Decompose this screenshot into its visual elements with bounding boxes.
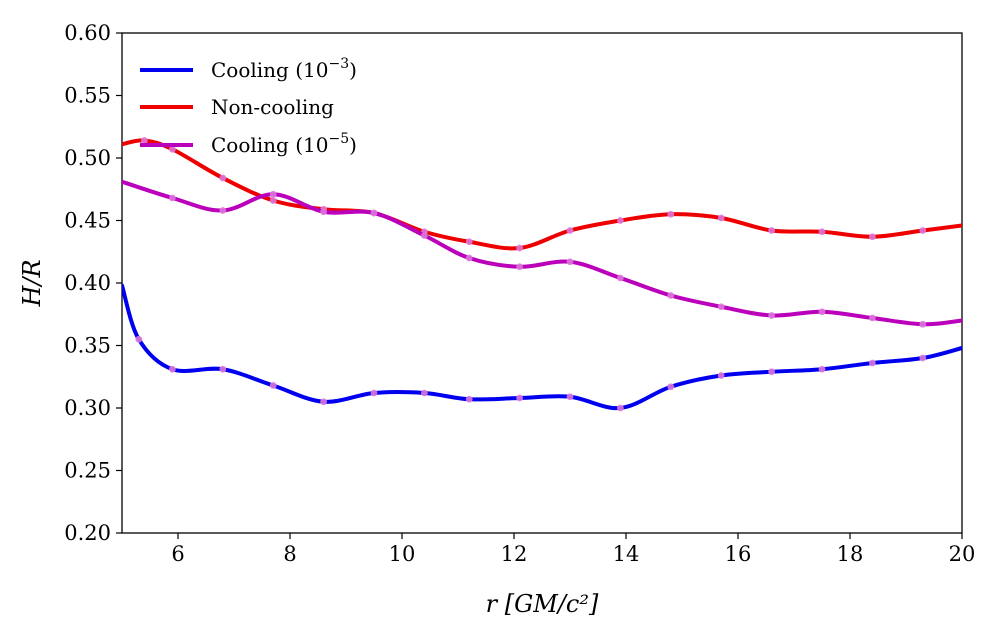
data-point bbox=[818, 228, 826, 236]
data-point bbox=[219, 174, 227, 182]
data-point bbox=[370, 389, 378, 397]
data-point bbox=[768, 227, 775, 234]
data-point bbox=[465, 254, 473, 262]
data-point bbox=[219, 365, 227, 373]
y-axis-label: H/R bbox=[18, 259, 46, 307]
plot-area bbox=[121, 32, 963, 534]
data-point bbox=[370, 209, 378, 217]
data-point bbox=[617, 274, 624, 282]
y-tick-label: 0.45 bbox=[64, 209, 111, 233]
data-point bbox=[768, 312, 775, 319]
data-point bbox=[717, 214, 725, 222]
y-tick-label: 0.25 bbox=[64, 459, 111, 483]
data-point bbox=[717, 303, 725, 311]
data-point bbox=[320, 208, 327, 216]
data-point bbox=[818, 308, 826, 316]
y-tick-label: 0.55 bbox=[64, 84, 111, 108]
series-line bbox=[122, 179, 962, 327]
data-point bbox=[421, 232, 428, 239]
data-point bbox=[516, 244, 523, 252]
data-point bbox=[320, 398, 327, 406]
data-point bbox=[919, 320, 927, 328]
data-point bbox=[516, 263, 523, 271]
x-tick-label: 18 bbox=[837, 542, 864, 566]
data-point bbox=[269, 382, 277, 389]
x-tick-label: 10 bbox=[389, 542, 416, 566]
data-point bbox=[169, 194, 176, 202]
series-line bbox=[122, 283, 962, 411]
data-point bbox=[919, 354, 927, 362]
legend: Cooling (10−3) Non-cooling Cooling (10−5) bbox=[140, 56, 357, 157]
legend-item: Cooling (10−5) bbox=[140, 131, 357, 157]
legend-label: Non-cooling bbox=[211, 95, 334, 119]
legend-label: Cooling (10−3) bbox=[211, 56, 357, 82]
data-point bbox=[169, 365, 176, 373]
data-point bbox=[869, 314, 876, 322]
x-tick-label: 14 bbox=[613, 542, 640, 566]
data-point bbox=[717, 372, 725, 379]
y-tick-label: 0.40 bbox=[64, 271, 111, 295]
data-point bbox=[869, 233, 876, 241]
y-tick-label: 0.60 bbox=[64, 21, 111, 45]
y-axis: 0.20 0.25 0.30 0.35 0.40 0.45 0.50 0.55 0.60 bbox=[64, 21, 122, 545]
x-tick-label: 6 bbox=[171, 542, 184, 566]
data-point bbox=[516, 394, 523, 402]
y-tick-label: 0.30 bbox=[64, 396, 111, 420]
x-axis: 6 8 10 12 14 16 18 20 bbox=[171, 533, 975, 566]
data-point bbox=[667, 292, 675, 299]
data-point bbox=[219, 207, 227, 214]
data-point bbox=[818, 365, 826, 373]
data-point bbox=[667, 210, 675, 218]
data-point bbox=[465, 395, 473, 403]
x-tick-label: 20 bbox=[949, 542, 976, 566]
data-point bbox=[421, 389, 428, 397]
x-axis-label: r [GM/c²] bbox=[486, 590, 599, 618]
legend-item: Cooling (10−3) bbox=[140, 56, 357, 82]
series-layer bbox=[122, 137, 962, 412]
data-point bbox=[617, 404, 624, 412]
data-point bbox=[269, 197, 277, 204]
data-point bbox=[566, 227, 574, 234]
data-point bbox=[566, 393, 574, 401]
data-point bbox=[667, 383, 675, 391]
data-point bbox=[566, 258, 574, 266]
x-tick-label: 16 bbox=[725, 542, 752, 566]
data-point bbox=[135, 335, 143, 343]
data-point bbox=[141, 137, 148, 144]
y-tick-label: 0.35 bbox=[64, 334, 111, 358]
data-point bbox=[617, 217, 624, 224]
data-point bbox=[919, 227, 927, 234]
y-tick-label: 0.20 bbox=[64, 521, 111, 545]
y-tick-label: 0.50 bbox=[64, 146, 111, 170]
data-point bbox=[869, 359, 876, 367]
legend-label: Cooling (10−5) bbox=[211, 131, 357, 157]
data-point bbox=[169, 145, 176, 153]
data-point bbox=[269, 190, 277, 198]
series-1 bbox=[122, 283, 962, 412]
x-tick-label: 12 bbox=[501, 542, 528, 566]
data-point bbox=[768, 368, 775, 376]
data-point bbox=[465, 238, 473, 246]
series-3 bbox=[122, 179, 962, 328]
x-tick-label: 8 bbox=[283, 542, 296, 566]
legend-item: Non-cooling bbox=[140, 95, 334, 119]
